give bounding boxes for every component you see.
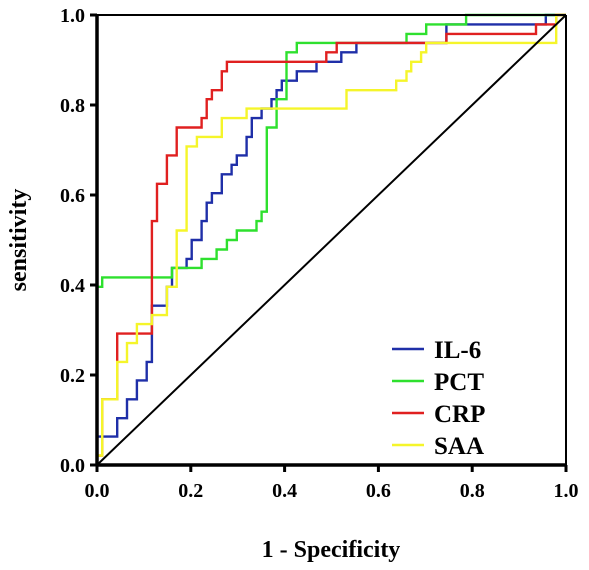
x-tick-label: 0.8 — [460, 480, 485, 502]
legend-label-saa: SAA — [434, 433, 484, 460]
legend: IL-6 PCT CRP SAA — [392, 337, 485, 460]
y-tick-label: 0.0 — [60, 455, 85, 477]
y-tick-label: 1.0 — [60, 5, 85, 27]
series-line-crp — [95, 13, 566, 465]
x-axis-title: 1 - Specificity — [262, 537, 401, 563]
series-line-il-6 — [95, 13, 566, 465]
x-tick-label: 1.0 — [554, 480, 579, 502]
plot-lines — [95, 13, 567, 466]
y-tick-label: 0.2 — [60, 365, 85, 387]
x-tick-label: 0.6 — [366, 480, 391, 502]
legend-label-il-6: IL-6 — [434, 337, 481, 364]
x-tick-label: 0.0 — [85, 480, 110, 502]
y-tick-label: 0.4 — [60, 275, 85, 297]
y-tick-label: 0.6 — [60, 185, 85, 207]
series-line-pct — [95, 13, 566, 465]
axes — [90, 13, 568, 472]
tick-labels: 0.0 0.2 0.4 0.6 0.8 1.0 0.0 0.2 0.4 0.6 0.8 1.0 — [60, 5, 579, 502]
series-line-saa — [95, 13, 566, 465]
legend-label-pct: PCT — [434, 369, 484, 396]
x-tick-label: 0.2 — [178, 480, 203, 502]
x-tick-label: 0.4 — [272, 480, 297, 502]
y-axis-title: sensitivity — [6, 189, 32, 292]
y-tick-label: 0.8 — [60, 95, 85, 117]
legend-label-crp: CRP — [434, 401, 485, 428]
reference-diagonal-line — [96, 14, 567, 466]
